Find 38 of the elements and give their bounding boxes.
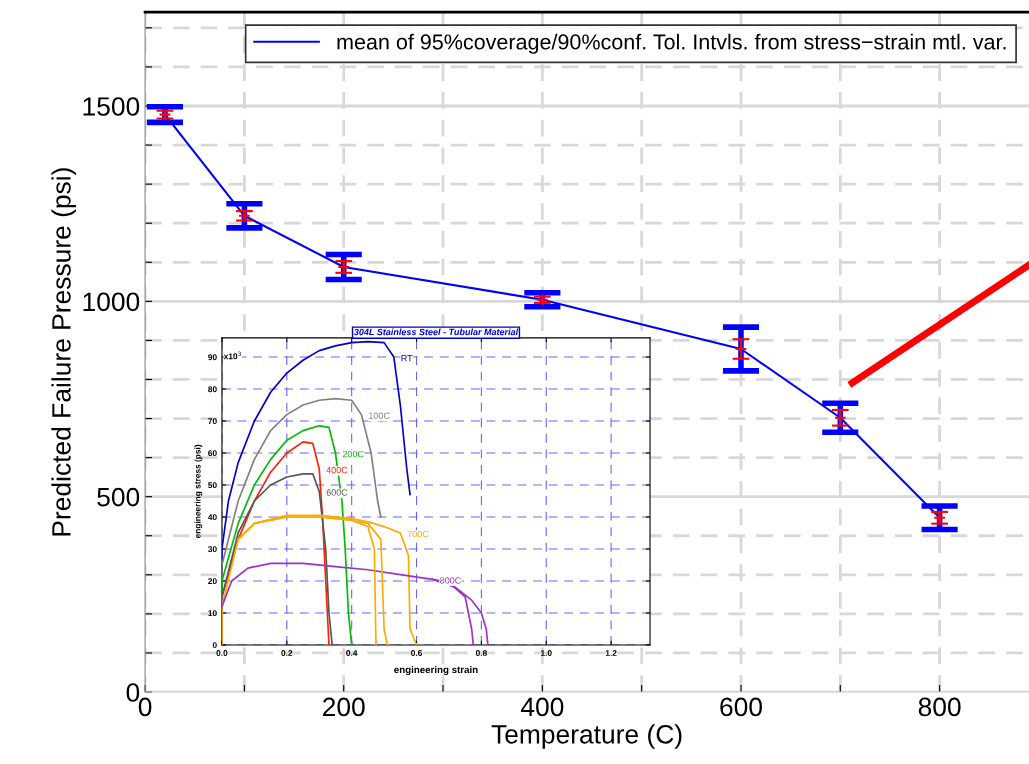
y-tick-label: 0 [212, 642, 217, 649]
x-tick-label: 200 [323, 697, 365, 717]
series-label: 700C [407, 530, 429, 538]
y-tick-label: 0 [126, 683, 140, 702]
y-tick-label: 80 [208, 386, 217, 393]
y-tick-label: 50 [208, 482, 217, 489]
y-tick-label: 1500 [83, 97, 140, 116]
x-axis-title: Temperature (C) [491, 724, 682, 749]
x-tick-label: 0.6 [411, 650, 423, 656]
x-tick-label: 600 [720, 697, 762, 717]
y-tick-label: 40 [207, 514, 217, 521]
y-tick-label: 90 [208, 354, 217, 361]
y-axis-title: Predicted Failure Pressure (psi) [51, 168, 76, 536]
legend-label: mean of 95%coverage/90%conf. Tol. Intvls. from stress−strain mtl. var. [337, 33, 1006, 54]
x-tick-label: 0.4 [346, 650, 358, 656]
series-label: 400C [326, 466, 348, 474]
series-label: 600C [326, 489, 348, 496]
x-tick-label: 800 [918, 697, 961, 717]
y-axis-title: engineering stress (psi) [194, 444, 203, 539]
x-axis-title: engineering strain [394, 665, 478, 676]
series-label: 100C [369, 412, 390, 419]
x-tick-label: 1.0 [540, 650, 552, 656]
x-tick-label: 0.2 [281, 650, 293, 656]
y-tick-label: 70 [208, 418, 217, 425]
chart-title: 304L Stainless Steel - Tubular Material [353, 328, 519, 336]
y-tick-label: 1000 [83, 292, 140, 312]
series-label: RT [401, 354, 413, 362]
y-tick-label: 10 [208, 610, 217, 617]
x-tick-label: 1.2 [605, 650, 617, 656]
y-tick-label: 30 [208, 546, 217, 553]
y-tick-label: 60 [208, 450, 217, 457]
x-tick-label: 400 [520, 697, 564, 717]
series-label: 200C [342, 450, 364, 458]
y-tick-label: 500 [97, 487, 140, 507]
annotation: x10$^{3}$ [223, 351, 241, 360]
x-tick-label: 0.0 [216, 650, 228, 656]
y-tick-label: 20 [208, 578, 217, 585]
x-tick-label: 0.8 [475, 650, 487, 656]
